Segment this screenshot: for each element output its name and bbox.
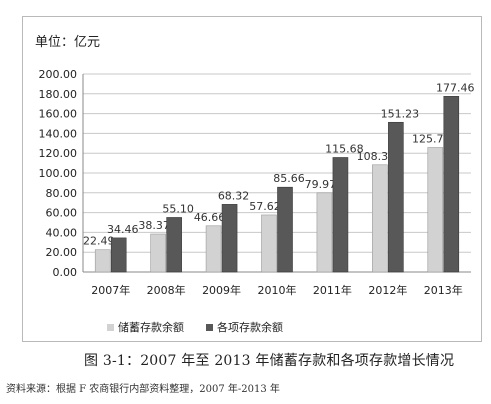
bar-total: [388, 121, 404, 273]
x-tick-label: 2008年: [147, 283, 186, 297]
data-label-savings: 46.66: [194, 211, 226, 224]
legend: 储蓄存款余额 各项存款余额: [107, 319, 283, 335]
bar-savings: [205, 225, 222, 273]
bar-savings: [316, 192, 333, 273]
figure-caption: 图 3-1：2007 年至 2013 年储蓄存款和各项存款增长情况: [84, 353, 455, 369]
x-tick-label: 2013年: [424, 283, 463, 297]
y-tick-label: 160.00: [39, 108, 78, 121]
data-label-total: 34.46: [107, 223, 139, 236]
y-tick-label: 180.00: [39, 88, 78, 101]
y-tick-label: 140.00: [39, 127, 78, 140]
y-tick-label: 40.00: [46, 226, 78, 239]
data-label-savings: 79.97: [305, 178, 337, 191]
legend-swatch-total: [206, 323, 213, 331]
source-note: 资料来源：根据 F 农商银行内部资料整理，2007 年-2013 年: [6, 384, 280, 395]
data-label-savings: 57.62: [249, 200, 281, 213]
x-tick-label: 2009年: [202, 283, 241, 297]
bar-total: [221, 204, 238, 273]
data-label-savings: 38.37: [138, 219, 170, 232]
bar-savings: [372, 164, 388, 273]
bar-total: [443, 96, 460, 273]
legend-item-savings: 储蓄存款余额: [107, 319, 184, 335]
bar-total: [332, 157, 349, 273]
bar-savings: [94, 249, 111, 273]
bar-savings: [150, 233, 166, 273]
legend-label-total: 各项存款余额: [217, 321, 283, 334]
unit-label: 单位：亿元: [35, 35, 101, 50]
bar-savings: [261, 214, 277, 273]
bar-chart: 0.00 20.00 40.00 60.00 80.00 100.00 120.00 140.…: [39, 68, 475, 297]
y-tick-label: 80.00: [46, 187, 78, 200]
x-tick-label: 2007年: [91, 283, 130, 297]
legend-swatch-savings: [107, 323, 114, 331]
data-label-total: 177.46: [436, 81, 475, 94]
data-label-total: 85.66: [273, 172, 305, 185]
legend-label-savings: 储蓄存款余额: [118, 321, 184, 334]
data-label-total: 151.23: [381, 107, 420, 120]
y-tick-label: 0.00: [53, 266, 78, 279]
bar-total: [166, 217, 182, 273]
bar-savings: [427, 147, 444, 273]
y-tick-label: 100.00: [39, 167, 78, 180]
x-tick-label: 2011年: [313, 283, 352, 297]
y-tick-label: 60.00: [46, 207, 78, 220]
data-label-savings: 125.74: [412, 133, 451, 146]
x-tick-label: 2012年: [368, 283, 407, 297]
legend-item-total: 各项存款余额: [206, 319, 283, 335]
y-tick-label: 120.00: [39, 147, 78, 160]
data-label-savings: 22.49: [83, 235, 115, 248]
chart-frame: 单位：亿元 0.00 20.00 40.00 60.00 80.00 100.00 120.…: [22, 16, 482, 342]
x-tick-label: 2010年: [258, 283, 297, 297]
data-label-total: 115.68: [325, 142, 364, 155]
data-label-savings: 108.30: [357, 150, 396, 163]
y-tick-label: 20.00: [46, 246, 78, 259]
bar-total: [110, 237, 127, 273]
data-label-total: 68.32: [218, 189, 250, 202]
bar-total: [277, 186, 293, 273]
data-label-total: 55.10: [162, 202, 194, 215]
y-tick-label: 200.00: [39, 68, 78, 81]
